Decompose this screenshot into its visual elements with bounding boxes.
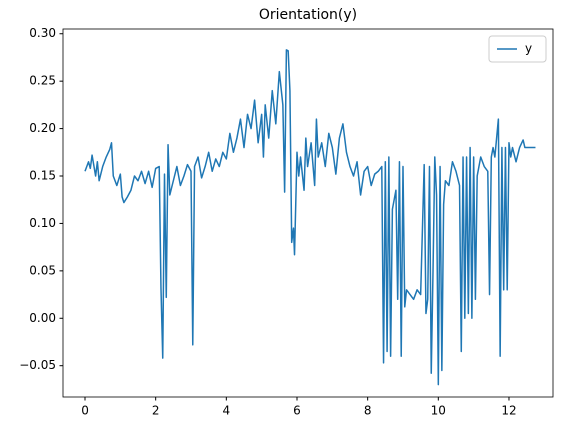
- axes-frame: [62, 28, 554, 398]
- chart-title: Orientation(y): [259, 7, 357, 23]
- x-tick-label: 12: [501, 404, 516, 418]
- x-tick-label: 0: [81, 404, 89, 418]
- y-tick-label: 0.10: [29, 216, 56, 230]
- y-tick-label: 0.20: [29, 121, 56, 135]
- y-tick-label: 0.15: [29, 169, 56, 183]
- x-tick-label: 6: [293, 404, 301, 418]
- y-tick-label: 0.25: [29, 74, 56, 88]
- x-tick-label: 8: [364, 404, 372, 418]
- x-tick-label: 2: [152, 404, 160, 418]
- y-tick-label: 0.05: [29, 263, 56, 277]
- legend-label: y: [525, 42, 532, 56]
- y-tick-label: −0.05: [19, 358, 56, 372]
- data-line: [84, 49, 536, 386]
- x-tick-label: 4: [223, 404, 231, 418]
- legend-box: [488, 35, 547, 63]
- y-tick-label: 0.30: [29, 26, 56, 40]
- x-tick-label: 10: [431, 404, 446, 418]
- y-tick-label: 0.00: [29, 311, 56, 325]
